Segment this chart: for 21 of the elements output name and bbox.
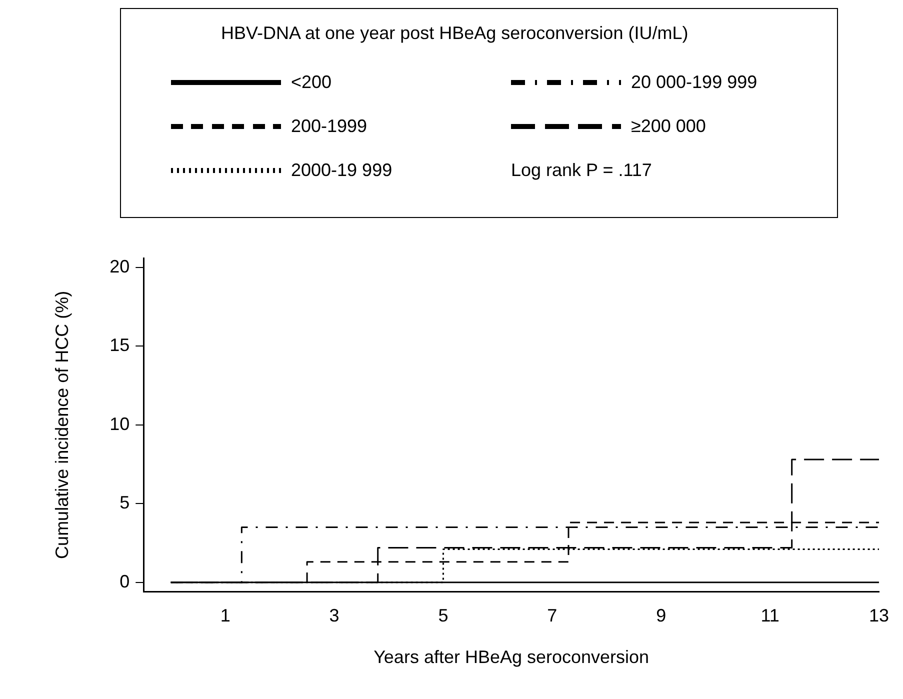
- y-axis-title: Cumulative incidence of HCC (%): [52, 290, 72, 559]
- y-tick-label: 20: [110, 256, 130, 276]
- y-tick-label: 10: [110, 414, 130, 434]
- x-tick-label: 5: [438, 606, 448, 626]
- x-tick-label: 7: [547, 606, 558, 626]
- legend-label: 2000-19 999: [291, 160, 392, 180]
- x-tick-label: 11: [760, 606, 780, 626]
- legend-title: HBV-DNA at one year post HBeAg seroconversion (IU/mL): [221, 23, 690, 44]
- legend-label: 20 000-199 999: [631, 72, 758, 92]
- legend-label: 200-1999: [291, 116, 368, 136]
- x-tick-label: 3: [329, 606, 340, 626]
- text: Log rank P = .117: [510, 160, 653, 180]
- x-tick-label: 9: [656, 606, 666, 626]
- x-tick-label: 1: [220, 606, 230, 626]
- legend-label: ≥200 000: [631, 116, 706, 136]
- y-tick-label: 0: [120, 571, 130, 592]
- x-tick-label: 13: [868, 606, 890, 626]
- y-tick-label: 5: [120, 492, 130, 513]
- legend-label: <200: [291, 72, 332, 92]
- y-tick-label: 15: [110, 335, 130, 356]
- x-axis-title: Years after HBeAg seroconversion: [374, 647, 650, 668]
